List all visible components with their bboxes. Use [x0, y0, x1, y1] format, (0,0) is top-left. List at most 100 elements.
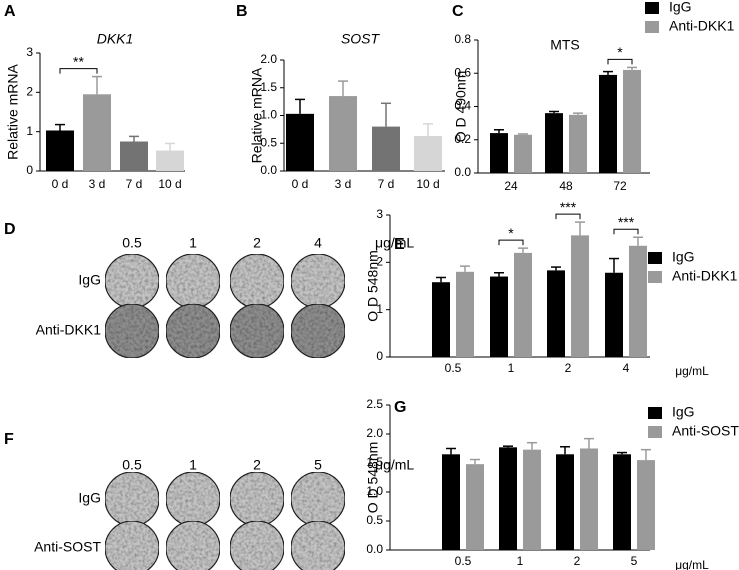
row-label: Anti-SOST — [34, 539, 101, 555]
bar — [286, 113, 314, 171]
x-tick-label: 0.5 — [445, 361, 462, 375]
significance-bracket — [498, 239, 524, 246]
x-tick-label: 1 — [517, 554, 524, 568]
significance-bracket — [59, 68, 98, 74]
bar — [605, 272, 623, 357]
bar — [456, 271, 474, 357]
x-tick-label: 0 d — [292, 177, 309, 191]
bar — [414, 136, 442, 171]
bar — [599, 74, 617, 173]
bar — [83, 94, 111, 171]
bar — [499, 447, 517, 550]
significance-bracket — [607, 58, 633, 65]
y-tick-label: 1 — [376, 302, 383, 316]
bar — [120, 141, 148, 171]
x-tick-label: 2 — [574, 554, 581, 568]
y-axis-label: O D 548nm — [365, 250, 381, 322]
x-tick-label: 24 — [504, 179, 518, 193]
chart-title: DKK1 — [97, 31, 134, 47]
significance-bracket — [613, 228, 639, 235]
well-image — [104, 303, 160, 359]
dose-label: 1 — [189, 235, 197, 251]
significance-label: *** — [560, 199, 577, 215]
y-tick-label: 0.4 — [454, 99, 471, 113]
y-tick-label: 1.0 — [366, 484, 383, 498]
dose-label: 5 — [314, 457, 322, 473]
panel-letter: G — [394, 399, 406, 416]
y-tick-label: 2 — [26, 85, 33, 99]
x-tick-label: 0.5 — [455, 554, 472, 568]
y-tick-label: 2.0 — [260, 52, 277, 66]
bar — [490, 133, 508, 173]
y-axis-label: Relative mRNA — [249, 67, 265, 163]
dose-unit: μg/mL — [375, 457, 414, 473]
panel-letter: F — [4, 431, 14, 448]
well-image — [290, 303, 346, 359]
well-image — [290, 471, 346, 527]
bar — [329, 96, 357, 171]
significance-bracket — [555, 213, 581, 220]
chart-title: MTS — [550, 37, 580, 53]
bar — [545, 113, 563, 173]
x-tick-label: 3 d — [335, 177, 352, 191]
chart-title: SOST — [341, 31, 381, 47]
y-tick-label: 0.5 — [260, 135, 277, 149]
significance-label: *** — [618, 214, 635, 230]
well-image — [290, 520, 346, 570]
bar — [372, 126, 400, 171]
legend-label: Anti-DKK1 — [669, 18, 735, 34]
well-image — [104, 253, 160, 309]
bar — [580, 448, 598, 550]
x-tick-label: 2 — [565, 361, 572, 375]
legend-label: Anti-SOST — [672, 423, 739, 439]
y-tick-label: 2.0 — [366, 426, 383, 440]
y-axis-label: O D 490nm — [453, 71, 469, 143]
dose-unit: μg/mL — [375, 235, 414, 251]
y-tick-label: 0.5 — [366, 513, 383, 527]
panel-letter: C — [452, 3, 464, 20]
y-tick-label: 1.5 — [366, 455, 383, 469]
x-tick-label: 7 d — [378, 177, 395, 191]
well-image — [229, 253, 285, 309]
x-unit: μg/mL — [675, 364, 709, 378]
x-tick-label: 72 — [613, 179, 627, 193]
y-tick-label: 1 — [26, 124, 33, 138]
bar — [514, 134, 532, 173]
dose-label: 0.5 — [122, 235, 142, 251]
y-tick-label: 1.0 — [260, 108, 277, 122]
well-image — [104, 471, 160, 527]
well-image — [165, 520, 221, 570]
x-tick-label: 10 d — [416, 177, 439, 191]
panel-letter: D — [4, 221, 16, 238]
row-label: Anti-DKK1 — [36, 322, 102, 338]
y-tick-label: 0.0 — [454, 165, 471, 179]
dose-label: 1 — [189, 457, 197, 473]
legend-label: IgG — [672, 404, 695, 420]
bar — [629, 245, 647, 357]
legend-swatch — [648, 271, 662, 283]
well-image — [229, 520, 285, 570]
bar — [442, 454, 460, 550]
x-tick-label: 4 — [623, 361, 630, 375]
bar — [523, 449, 541, 550]
significance-label: * — [617, 44, 623, 60]
significance-label: * — [508, 225, 514, 241]
legend-swatch — [648, 252, 662, 264]
y-tick-label: 0.0 — [366, 542, 383, 556]
dose-label: 2 — [253, 235, 261, 251]
dose-label: 0.5 — [122, 457, 142, 473]
bar — [432, 282, 450, 357]
x-tick-label: 5 — [631, 554, 638, 568]
well-image — [165, 253, 221, 309]
x-tick-label: 0 d — [52, 177, 69, 191]
x-unit: μg/mL — [675, 558, 709, 570]
well-image — [229, 303, 285, 359]
bar — [46, 130, 74, 171]
y-tick-label: 0.8 — [454, 32, 471, 46]
bar — [623, 69, 641, 173]
bar — [547, 270, 565, 357]
well-image — [104, 520, 160, 570]
x-tick-label: 48 — [559, 179, 573, 193]
bar — [156, 150, 184, 171]
